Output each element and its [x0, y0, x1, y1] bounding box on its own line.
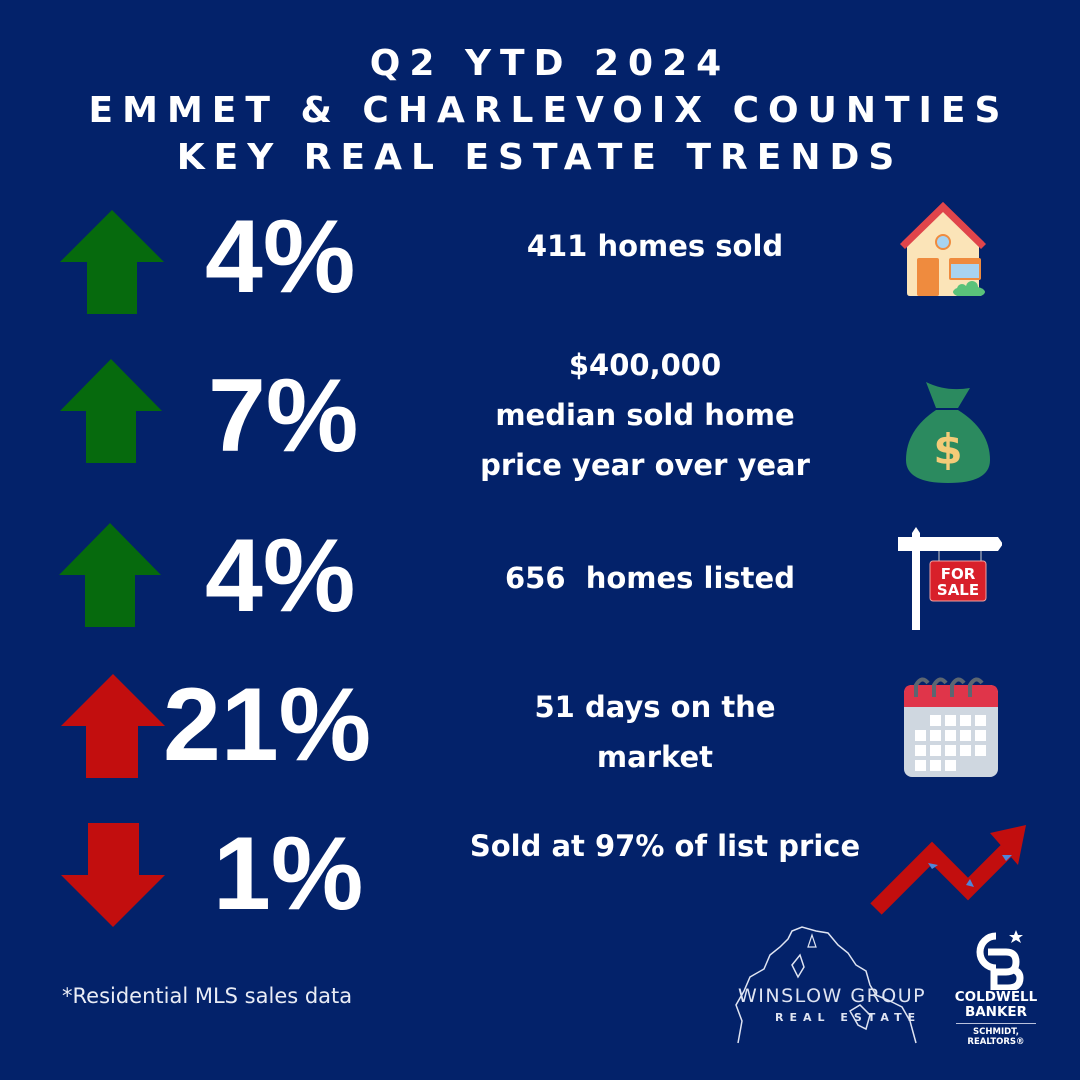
desc-line-price: $400,000 [568, 348, 722, 382]
winslow-map-outline-icon [735, 926, 917, 1044]
desc-line: median sold home [495, 398, 795, 432]
desc-line: 411 homes sold [526, 229, 784, 263]
arrow-up-green-icon [59, 523, 161, 627]
desc-line: 51 days on the [534, 690, 776, 724]
calendar-icon [904, 677, 998, 777]
cb-divider [956, 1023, 1036, 1024]
page-title: Q2 YTD 2024 EMMET & CHARLEVOIX COUNTIES … [0, 40, 1080, 181]
metric-description: Sold at 97% of list price [450, 821, 880, 871]
change-percent: 1% [213, 816, 364, 932]
arrow-up-red-icon [61, 674, 165, 778]
svg-text:FOR: FOR [941, 565, 976, 583]
metric-description: 51 days on the market [440, 682, 870, 782]
desc-line: Sold at 97% of list price [469, 829, 861, 863]
desc-line: market [596, 740, 714, 774]
title-line-period: Q2 YTD 2024 [369, 43, 731, 84]
coldwell-banker-logo: COLDWELL BANKER SCHMIDT, REALTORS® [950, 989, 1042, 1048]
change-percent: 4% [205, 199, 356, 315]
house-icon [900, 202, 986, 296]
metric-description: 411 homes sold [440, 221, 870, 271]
money-bag-icon: $ [906, 382, 990, 483]
winslow-logo-name: WINSLOW GROUP [738, 985, 927, 1007]
cb-line: REALTORS® [967, 1037, 1025, 1047]
footnote: *Residential MLS sales data [62, 984, 353, 1008]
cb-line: SCHMIDT, [973, 1027, 1019, 1037]
arrow-up-green-icon [60, 359, 162, 463]
svg-text:SALE: SALE [937, 581, 979, 599]
desc-line: price year over year [480, 448, 810, 482]
title-line-region: EMMET & CHARLEVOIX COUNTIES [88, 90, 1010, 131]
arrow-up-green-icon [60, 210, 164, 314]
metric-description: $400,000 median sold home price year ove… [425, 340, 865, 490]
svg-text:$: $ [933, 425, 962, 474]
cb-line: COLDWELL [954, 989, 1038, 1005]
trend-arrow-icon [870, 825, 1026, 915]
arrow-down-red-icon [61, 823, 165, 927]
desc-line: 656 homes listed [505, 561, 795, 595]
change-percent: 7% [208, 358, 359, 474]
title-line-subject: KEY REAL ESTATE TRENDS [176, 137, 904, 178]
cb-line: BANKER [964, 1004, 1028, 1020]
metric-description: 656 homes listed [430, 553, 870, 603]
for-sale-sign-icon: FOR SALE [898, 527, 1002, 630]
coldwell-banker-monogram-icon [976, 930, 1024, 990]
winslow-logo-sub: REAL ESTATE [775, 1011, 922, 1024]
change-percent: 21% [163, 667, 372, 783]
change-percent: 4% [205, 518, 356, 634]
